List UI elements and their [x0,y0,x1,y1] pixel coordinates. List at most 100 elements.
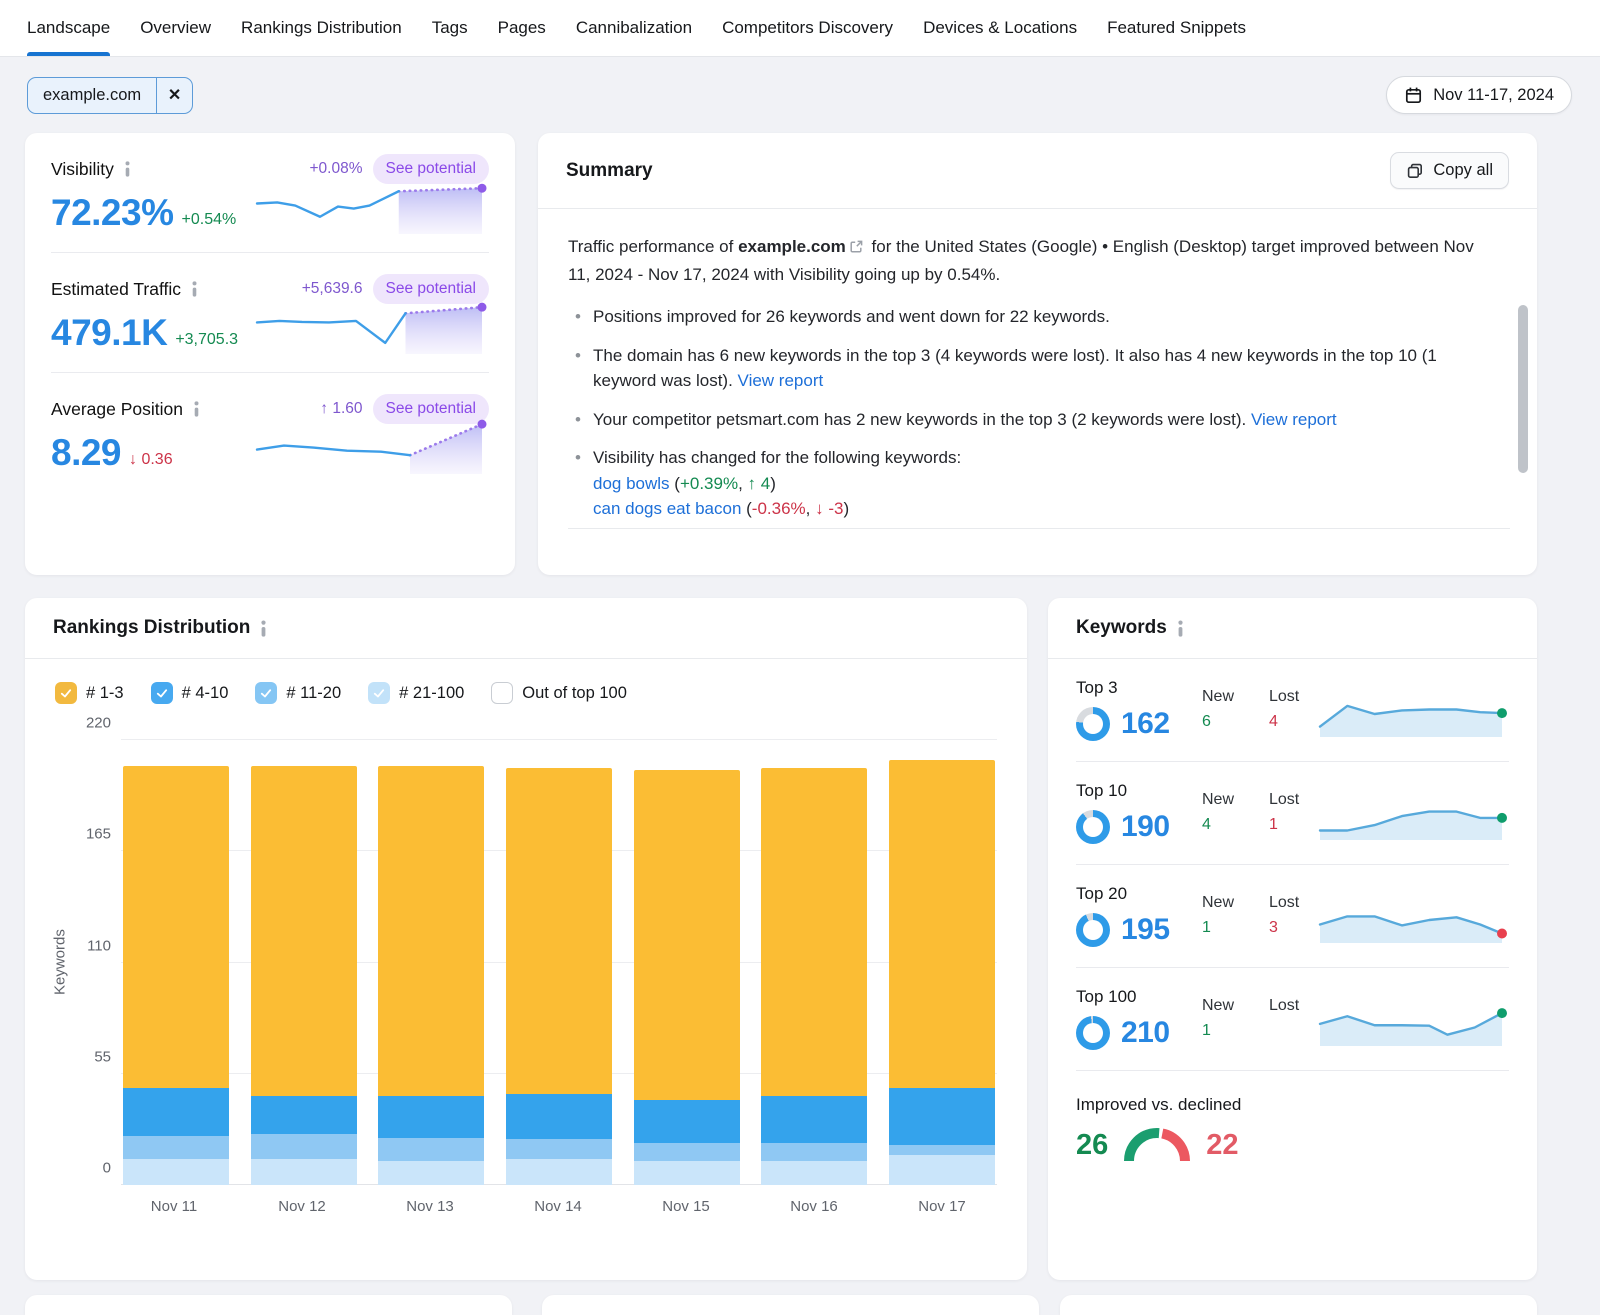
new-label: New [1202,894,1235,911]
copy-all-button[interactable]: Copy all [1390,152,1509,189]
see-potential-badge[interactable]: See potential [372,394,489,424]
tab-cannibalization[interactable]: Cannibalization [575,18,693,37]
bar-nov-16[interactable] [761,740,868,1185]
tab-featured-snippets[interactable]: Featured Snippets [1107,18,1247,37]
tab-landscape[interactable]: Landscape [27,0,111,56]
tab-pages[interactable]: Pages [497,18,546,37]
legend-checkbox--1-3[interactable]: # 1-3 [55,682,124,704]
info-icon[interactable] [193,401,200,417]
info-icon[interactable] [1177,620,1184,637]
bar-segment--11-20[interactable] [505,1138,612,1159]
keyword-count: 190 [1121,810,1170,843]
bar-nov-17[interactable] [888,740,995,1185]
bar-segment--4-10[interactable] [123,1087,229,1137]
bar-segment--1-3[interactable] [761,768,868,1097]
bar-segment--21-100[interactable] [633,1160,740,1185]
keywords-rows: Top 3 162 New 6 Lost 4 Top 10 190 New 4 Lost 1 Top 2… [1048,659,1537,1071]
lost-label: Lost [1269,894,1300,911]
checked-checkbox[interactable] [150,682,173,704]
bar-segment--4-10[interactable] [505,1094,612,1139]
see-potential-badge[interactable]: See potential [372,154,489,184]
legend-checkbox--11-20[interactable]: # 11-20 [255,682,341,704]
external-link-icon[interactable] [849,236,864,262]
info-icon[interactable] [260,620,267,637]
bar-segment--4-10[interactable] [250,1096,357,1135]
bar-segment--1-3[interactable] [123,766,229,1088]
rankings-chart: Keywords 0 55 110 165 220 Nov 11 Nov 12 Nov 13… [49,715,997,1215]
legend-checkbox--4-10[interactable]: # 4-10 [150,682,228,704]
domain-filter-chip[interactable]: example.com ✕ [27,76,194,114]
legend-checkbox--21-100[interactable]: # 21-100 [368,682,464,704]
keyword-count: 195 [1121,913,1170,946]
potential-change-value: ↑ 1.60 [320,400,363,417]
gridline [121,739,997,740]
bar-nov-13[interactable] [378,740,485,1185]
keyword-row-left: Top 20 195 [1076,884,1198,947]
bar-segment--21-100[interactable] [505,1158,612,1185]
summary-bullet-list: Positions improved for 26 keywords and w… [568,304,1477,522]
progress-donut [1076,707,1110,741]
tab-competitors-discovery[interactable]: Competitors Discovery [722,18,894,37]
bar-segment--1-3[interactable] [888,760,995,1088]
legend-checkbox-out-of-top-100[interactable]: Out of top 100 [491,682,627,704]
bar-segment--1-3[interactable] [378,766,485,1097]
bar-segment--4-10[interactable] [888,1087,995,1145]
tab-rankings-distribution[interactable]: Rankings Distribution [241,18,402,37]
bar-segment--21-100[interactable] [250,1158,357,1185]
stacked-bar-plot: 0 55 110 165 220 [86,715,997,1185]
summary-body: Traffic performance of example.com for t… [538,209,1537,522]
bar-segment--21-100[interactable] [888,1154,995,1185]
see-potential-badge[interactable]: See potential [372,274,489,304]
summary-scrollbar[interactable] [1518,305,1528,473]
new-count: 6 [1202,713,1211,730]
bar-nov-15[interactable] [633,740,740,1185]
checked-checkbox[interactable] [255,682,278,704]
tab-tags[interactable]: Tags [431,18,468,37]
bar-segment--21-100[interactable] [378,1160,485,1185]
bar-segment--4-10[interactable] [378,1096,485,1139]
text-segment: Visibility has changed for the following… [593,448,962,467]
remove-domain-filter-button[interactable]: ✕ [156,77,192,113]
bar-segment--4-10[interactable] [633,1100,740,1143]
bar-segment--11-20[interactable] [888,1144,995,1155]
next-card-partial [1060,1295,1537,1315]
bar-nov-12[interactable] [250,740,357,1185]
metric-value: 8.29 [51,431,122,473]
checked-checkbox[interactable] [55,682,77,704]
checked-checkbox[interactable] [368,682,391,704]
bar-segment--1-3[interactable] [505,768,612,1094]
keyword-value-row: 162 [1076,707,1198,741]
link-view-report[interactable]: View report [737,371,824,390]
bar-segment--1-3[interactable] [633,770,740,1101]
bar-segment--11-20[interactable] [123,1136,229,1159]
metric-sparkline [254,412,489,476]
metric-potential: ↑ 1.60 See potential [320,394,489,424]
lost-label: Lost [1269,997,1300,1014]
bar-nov-14[interactable] [505,740,612,1185]
link-view-report[interactable]: View report [1250,409,1337,429]
keyword-range-label: Top 10 [1076,781,1128,800]
bar-segment--11-20[interactable] [250,1134,357,1159]
info-icon[interactable] [124,161,131,177]
x-axis-labels: Nov 11 Nov 12 Nov 13 Nov 14 Nov 15 Nov 16 Nov … [121,1198,995,1215]
bar-segment--1-3[interactable] [250,766,357,1097]
bar-segment--11-20[interactable] [378,1138,485,1161]
bar-segment--11-20[interactable] [761,1142,868,1161]
keyword-row-left: Top 3 162 [1076,678,1198,741]
bar-segment--21-100[interactable] [123,1158,229,1185]
tab-overview[interactable]: Overview [140,18,212,37]
link-can-dogs-eat-bacon[interactable]: can dogs eat bacon [593,499,742,518]
bar-segment--11-20[interactable] [633,1142,740,1161]
unchecked-checkbox[interactable] [491,682,514,704]
metric-body: 72.23% +0.54% [51,183,489,236]
date-range-picker[interactable]: Nov 11-17, 2024 [1386,76,1572,114]
tab-devices-locations[interactable]: Devices & Locations [923,18,1078,37]
bar-nov-11[interactable] [123,740,229,1185]
link-dog-bowls[interactable]: dog bowls [593,473,670,493]
lost-label: Lost [1269,688,1300,705]
info-icon[interactable] [191,281,198,297]
bar-segment--4-10[interactable] [761,1096,868,1143]
new-count: 1 [1202,1022,1211,1039]
bar-segment--21-100[interactable] [761,1160,868,1185]
metrics-card: Visibility +0.08% See potential 72.23% +0.54… [25,133,515,575]
